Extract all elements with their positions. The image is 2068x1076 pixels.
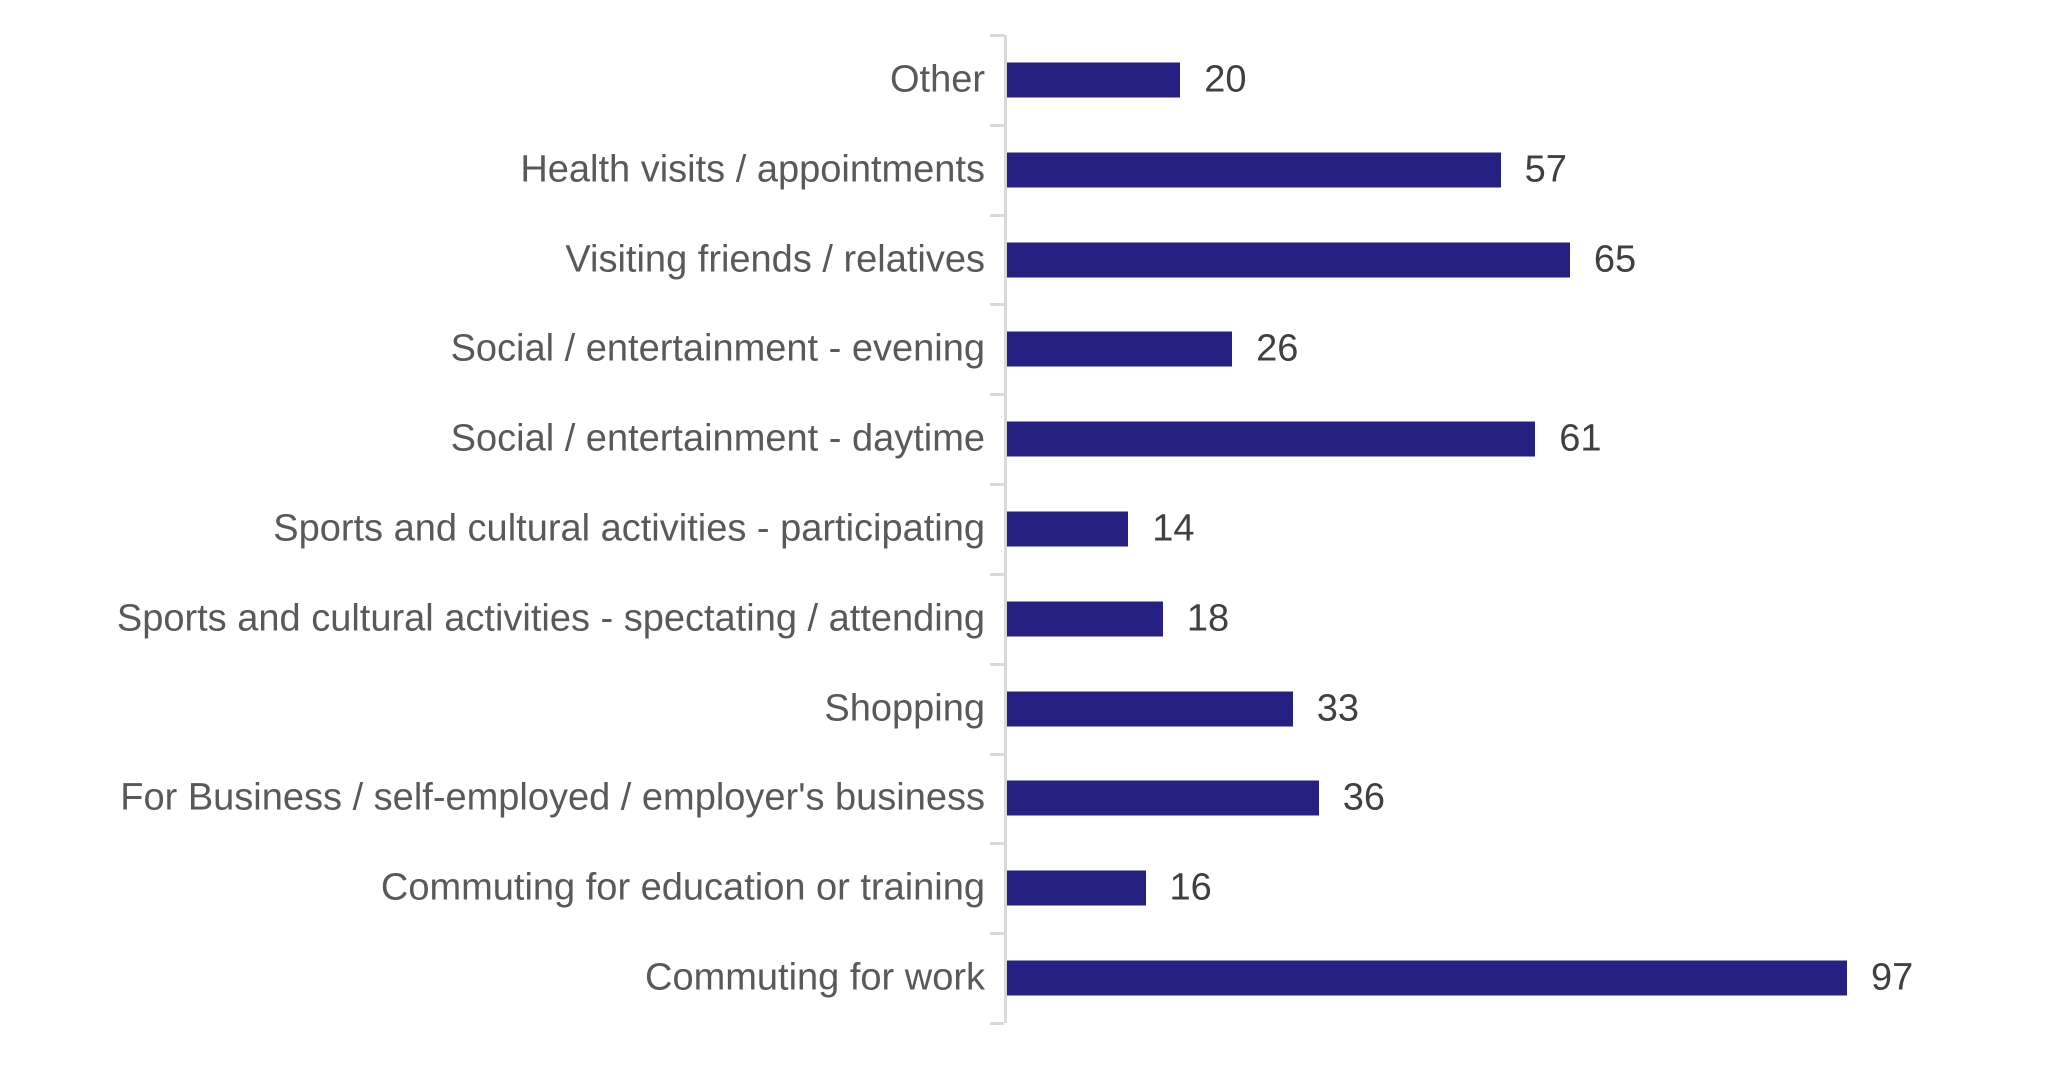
bar: [1007, 511, 1129, 547]
chart-row: Shopping 33: [0, 664, 2068, 754]
y-axis-tick: [990, 213, 1004, 217]
bar: [1007, 960, 1848, 996]
chart-row: Visiting friends / relatives 65: [0, 215, 2068, 305]
category-label: Visiting friends / relatives: [565, 238, 985, 281]
chart-row: Social / entertainment - evening 26: [0, 304, 2068, 394]
value-label: 18: [1186, 597, 1230, 640]
bar: [1007, 62, 1181, 98]
category-label: Sports and cultural activities - partici…: [273, 507, 985, 550]
bar: [1007, 780, 1319, 816]
y-axis-tick: [990, 752, 1004, 756]
chart-row: Sports and cultural activities - partici…: [0, 484, 2068, 574]
category-label: Social / entertainment - evening: [450, 327, 985, 370]
category-label: Commuting for education or training: [380, 866, 985, 909]
y-axis-tick: [990, 34, 1004, 37]
category-label: Social / entertainment - daytime: [450, 417, 985, 460]
category-label: Commuting for work: [645, 956, 985, 999]
value-label: 61: [1559, 417, 1602, 460]
y-axis-tick: [990, 303, 1004, 307]
chart-row: For Business / self-employed / employer'…: [0, 754, 2068, 844]
category-label: Health visits / appointments: [520, 148, 985, 191]
bar: [1007, 691, 1293, 727]
value-label: 20: [1204, 58, 1247, 101]
value-label: 26: [1256, 327, 1299, 370]
value-label: 65: [1593, 238, 1637, 281]
value-label: 57: [1524, 148, 1567, 191]
chart-row: Commuting for work 97: [0, 933, 2068, 1023]
y-axis-tick: [990, 393, 1004, 397]
chart-row: Other 20: [0, 35, 2068, 125]
y-axis-line: [1004, 35, 1007, 1023]
y-axis-tick: [990, 123, 1004, 127]
category-label: Shopping: [824, 687, 985, 730]
value-label: 97: [1871, 956, 1914, 999]
bar: [1007, 601, 1163, 637]
value-label: 36: [1342, 776, 1386, 819]
bar: [1007, 421, 1536, 457]
chart-row: Social / entertainment - daytime 61: [0, 394, 2068, 484]
y-axis-tick: [990, 572, 1004, 576]
value-label: 14: [1152, 507, 1195, 550]
category-label: Sports and cultural activities - spectat…: [116, 597, 985, 640]
chart-row: Health visits / appointments 57: [0, 125, 2068, 215]
chart-row: Commuting for education or training 16: [0, 843, 2068, 933]
y-axis-tick: [990, 1022, 1004, 1025]
category-label: Other: [889, 58, 985, 101]
y-axis-tick: [990, 662, 1004, 666]
bar: [1007, 242, 1570, 278]
y-axis-tick: [990, 483, 1004, 487]
chart-row: Sports and cultural activities - spectat…: [0, 574, 2068, 664]
value-label: 16: [1169, 866, 1212, 909]
y-axis-tick: [990, 842, 1004, 846]
value-label: 33: [1316, 687, 1360, 730]
bar: [1007, 331, 1233, 367]
bar: [1007, 870, 1146, 906]
y-axis-tick: [990, 932, 1004, 936]
bar: [1007, 152, 1501, 188]
category-label: For Business / self-employed / employer'…: [120, 776, 985, 819]
